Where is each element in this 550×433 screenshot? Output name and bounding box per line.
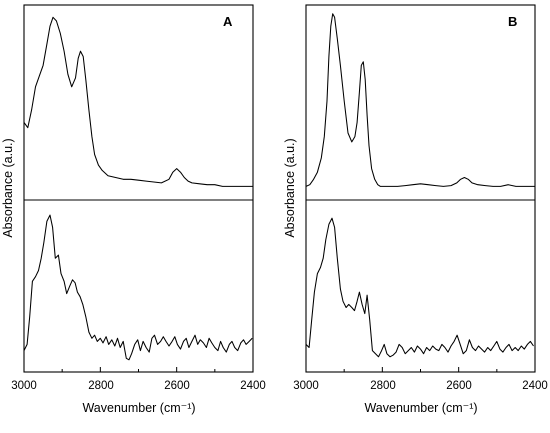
panel-a-xtick-2600: 2600 [164,380,190,392]
panel-b-xtick-2600: 2600 [446,380,472,392]
panel-b-frame [305,4,536,373]
panel-b-tick-marks [305,367,536,372]
panel-b-xtick-3000: 3000 [293,380,319,392]
panel-a-letter: A [223,14,233,29]
spectrum-line-a-top [23,16,253,187]
spectrum-traces [23,13,535,361]
spectrum-line-b-top [305,13,535,187]
panel-a-ylabel: Absorbance (a.u.) [1,138,15,237]
panel-a-tick-marks [23,367,254,372]
panel-b: B Absorbance (a.u.) Wavenumber (cm⁻¹) 30… [283,4,548,415]
panel-a-xtick-2800: 2800 [88,380,114,392]
panel-a-xtick-2400: 2400 [240,380,266,392]
panel-a: A Absorbance (a.u.) Wavenumber (cm⁻¹) 30… [1,4,266,415]
panel-b-letter: B [508,14,517,29]
panel-b-xtick-2400: 2400 [522,380,548,392]
panel-a-frame [23,4,254,373]
panel-b-xlabel: Wavenumber (cm⁻¹) [364,401,477,415]
panel-b-ylabel: Absorbance (a.u.) [283,138,297,237]
spectrum-line-a-bottom [23,214,253,361]
panel-a-xtick-3000: 3000 [11,380,37,392]
panel-b-xtick-2800: 2800 [370,380,396,392]
spectrum-line-b-bottom [305,217,534,358]
panel-a-xlabel: Wavenumber (cm⁻¹) [82,401,195,415]
